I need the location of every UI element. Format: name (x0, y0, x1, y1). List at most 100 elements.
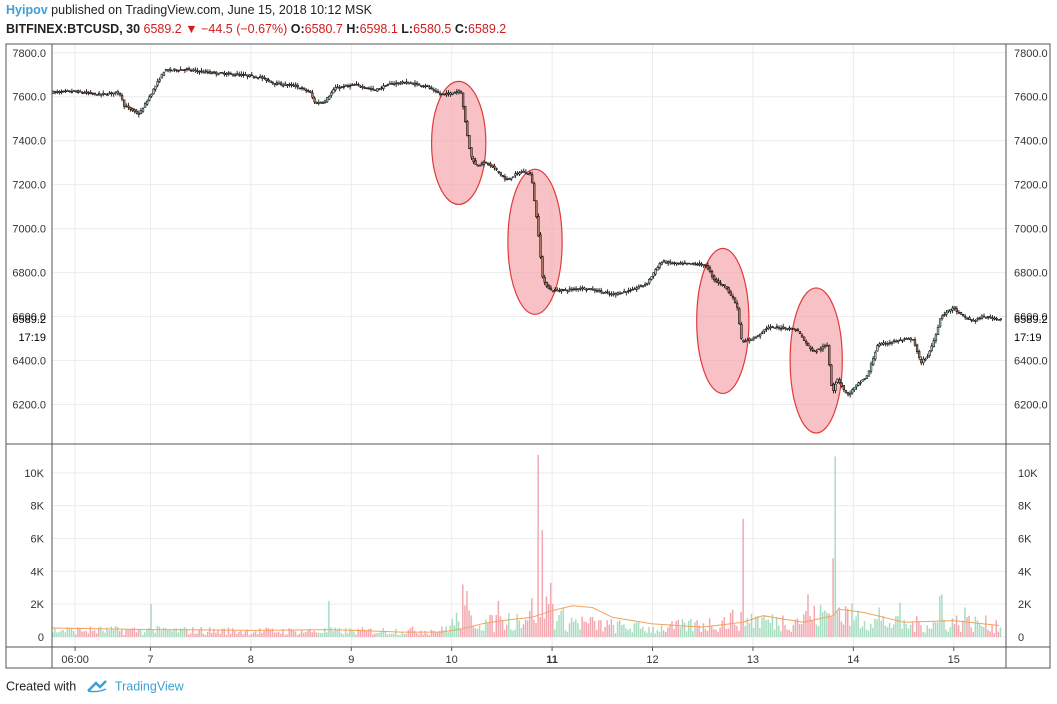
volume-bar (704, 629, 707, 637)
volume-bar (93, 630, 96, 637)
volume-bar (769, 622, 772, 637)
volume-bar (60, 630, 62, 637)
candle-up (834, 383, 837, 391)
volume-bar (545, 596, 548, 637)
volume-bar (468, 610, 470, 637)
volume-bar (932, 621, 935, 637)
volume-bar (213, 628, 215, 637)
candle-down (692, 262, 695, 265)
volume-bar (405, 633, 408, 637)
candle-up (641, 285, 645, 287)
volume-bar (807, 594, 809, 637)
candle-down (443, 93, 446, 96)
candle-down (206, 71, 210, 74)
volume-bar (288, 628, 290, 637)
author-name[interactable]: Hyipov (6, 3, 48, 17)
volume-tick-left: 2K (31, 599, 45, 611)
candle-down (185, 68, 189, 70)
volume-bar (332, 631, 334, 637)
candle-down (721, 284, 724, 286)
volume-bar (257, 634, 259, 637)
candle-down (662, 260, 666, 263)
candle-up (478, 164, 481, 167)
volume-bar (192, 627, 194, 637)
volume-bar (493, 632, 495, 637)
candle-up (784, 327, 787, 329)
volume-bar (326, 632, 328, 637)
volume-bar (152, 629, 154, 637)
candle-down (786, 328, 789, 330)
candle-down (227, 72, 230, 75)
candle-up (865, 375, 869, 379)
chart-header: Hyipov published on TradingView.com, Jun… (0, 0, 1057, 40)
price-volume-chart[interactable]: 7800.0 7800.0 7600.0 7600.0 7400.0 7400.0 7200… (0, 0, 1057, 672)
volume-bar (321, 632, 324, 637)
volume-bar (261, 632, 263, 637)
candle-down (137, 113, 140, 115)
volume-bar (959, 632, 962, 637)
volume-bar (171, 631, 173, 637)
candle-down (961, 313, 965, 317)
volume-bar (401, 632, 403, 637)
price-tick-right: 6400.0 (1014, 355, 1048, 367)
candle-down (81, 92, 84, 94)
volume-bar (945, 629, 947, 637)
candle-down (782, 326, 785, 329)
candle-up (457, 90, 461, 93)
candle-down (560, 288, 563, 292)
volume-bar (583, 621, 585, 637)
candle-down (955, 308, 958, 313)
volume-bar (675, 621, 677, 637)
volume-bar (252, 632, 255, 637)
volume-bar (729, 612, 732, 637)
volume-bar (309, 628, 311, 637)
candle-up (72, 90, 76, 92)
candle-down (574, 288, 578, 291)
candle-down (212, 71, 216, 74)
volume-bar (570, 617, 573, 637)
volume-bar (547, 603, 550, 637)
last-price-label-right: 6589.2 (1014, 314, 1048, 326)
volume-bar (179, 628, 182, 637)
volume-bar (535, 623, 537, 637)
candle-down (187, 68, 191, 70)
volume-bar (823, 610, 826, 637)
volume-bar (543, 618, 546, 637)
candle-up (648, 278, 651, 284)
candle-down (600, 290, 603, 293)
candle-down (723, 284, 726, 286)
candle-up (625, 291, 628, 293)
high-value: 6598.1 (359, 22, 398, 36)
volume-bar (520, 628, 523, 637)
candle-up (166, 69, 170, 72)
candle-down (466, 121, 469, 136)
volume-bar (424, 630, 426, 637)
volume-bar (491, 615, 493, 637)
candle-up (689, 263, 693, 265)
volume-bar (219, 633, 221, 637)
volume-bar (185, 628, 188, 637)
candle-down (884, 342, 887, 345)
candle-down (913, 339, 917, 346)
volume-bar (759, 628, 761, 637)
tradingview-brand[interactable]: TradingView (114, 679, 184, 694)
candle-up (941, 315, 944, 319)
volume-bar (600, 620, 602, 637)
volume-bar (832, 558, 834, 637)
candle-up (669, 261, 672, 264)
candle-up (390, 82, 394, 85)
candle-down (342, 86, 345, 88)
price-tick-right: 7200.0 (1014, 180, 1048, 192)
candle-up (156, 81, 159, 86)
candle-up (825, 344, 829, 347)
candle-up (748, 338, 751, 341)
volume-bar (771, 614, 774, 637)
candle-up (855, 384, 858, 388)
candle-up (514, 173, 517, 176)
candle-up (930, 345, 933, 351)
candle-up (769, 326, 772, 329)
candle-up (330, 92, 333, 96)
volume-bar (924, 632, 926, 637)
grid-lines (52, 44, 1006, 647)
candle-down (351, 84, 354, 86)
